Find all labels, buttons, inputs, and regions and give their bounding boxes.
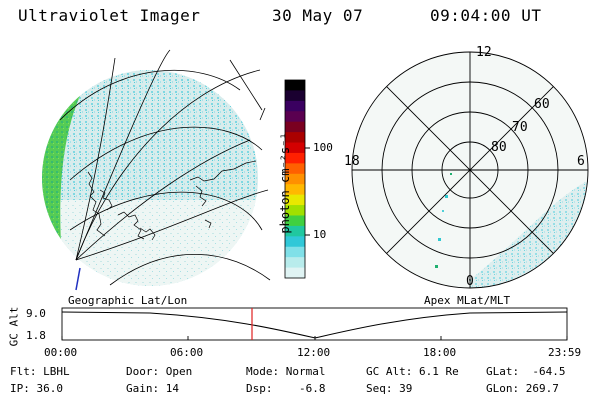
orbit-ylabel: GC Alt [7,306,21,347]
mlat-label-70: 70 [512,120,528,135]
orbit-x-ticks [61,336,568,340]
colorbar-segment [285,194,305,206]
colorbar-segment [285,225,305,237]
colorbar-segment [285,236,305,248]
mlat-label-80: 80 [491,140,507,155]
time-label: 09:04:00 UT [430,6,542,25]
colorbar-unit-label: photon cm⁻²s⁻¹ [278,132,292,234]
geo-grid-lines [59,49,271,286]
info-gc-alt: GC Alt: 6.1 Re [366,365,459,378]
info-ip: IP: 36.0 [10,382,63,395]
orbit-xtick-1800: 18:00 [423,346,457,359]
orbit-xtick-2359: 23:59 [548,346,582,359]
orbit-xtick-0000: 00:00 [44,346,78,359]
orbit-plot-frame [61,307,568,341]
colorbar-segment [285,80,305,91]
colorbar-segment [285,121,305,133]
orbit-xtick-0600: 06:00 [170,346,204,359]
colorbar-segment [285,163,305,175]
geo-image [42,70,258,286]
colorbar-frame [284,79,306,279]
colorbar-segment [285,257,305,269]
colorbar-tick-label-100: 100 [313,141,333,154]
info-gain: Gain: 14 [126,382,179,395]
info-dsp: Dsp: -6.8 [246,382,326,395]
mlat-label-60: 60 [534,97,550,112]
apex-panel-label: Apex MLat/MLT [424,294,511,307]
apex-grid [351,51,589,289]
colorbar [285,80,305,279]
coastlines [87,160,257,241]
orbit-ytick-low: 1.8 [26,329,46,342]
colorbar-segment [285,142,305,154]
info-door: Door: Open [126,365,193,378]
info-mode: Mode: Normal [246,365,326,378]
date-label: 30 May 07 [272,6,364,25]
colorbar-segment [285,132,305,144]
info-filter: Flt: LBHL [10,365,70,378]
mlt-label-left: 18 [344,154,360,169]
altitude-curve [61,311,568,339]
colorbar-segment [285,267,305,279]
colorbar-segment [285,90,305,102]
colorbar-segment [285,152,305,164]
colorbar-segment [285,111,305,123]
geo-panel-label: Geographic Lat/Lon [68,294,188,307]
orbit-xtick-1200: 12:00 [297,346,331,359]
colorbar-segment [285,184,305,196]
colorbar-segment [285,215,305,227]
colorbar-segment [285,246,305,258]
colorbar-segment [285,173,305,185]
satellite-track [75,267,81,291]
mlt-label-right: 6 [577,154,585,169]
mlt-label-top: 12 [476,45,492,60]
orbit-ytick-high: 9.0 [26,307,46,320]
colorbar-segment [285,100,305,112]
colorbar-tick-label-10: 10 [313,228,327,241]
app-title: Ultraviolet Imager [18,6,201,25]
info-glon: GLon: 269.7 [486,382,559,395]
info-glat: GLat: -64.5 [486,365,566,378]
info-seq: Seq: 39 [366,382,413,395]
mlt-label-bottom: 0 [466,274,474,289]
colorbar-segment [285,205,305,216]
